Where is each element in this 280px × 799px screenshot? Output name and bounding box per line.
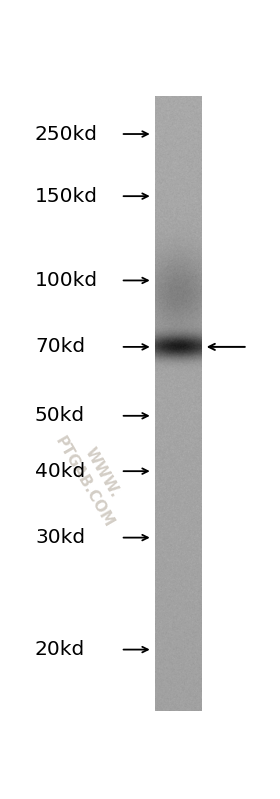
Text: 250kd: 250kd bbox=[35, 125, 98, 144]
Text: WWW.
PTGAB.COM: WWW. PTGAB.COM bbox=[52, 424, 135, 531]
Text: 50kd: 50kd bbox=[35, 407, 85, 425]
Text: 70kd: 70kd bbox=[35, 337, 85, 356]
Text: 150kd: 150kd bbox=[35, 187, 98, 205]
Text: 100kd: 100kd bbox=[35, 271, 98, 290]
Text: 20kd: 20kd bbox=[35, 640, 85, 659]
Text: 30kd: 30kd bbox=[35, 528, 85, 547]
Text: 40kd: 40kd bbox=[35, 462, 85, 481]
